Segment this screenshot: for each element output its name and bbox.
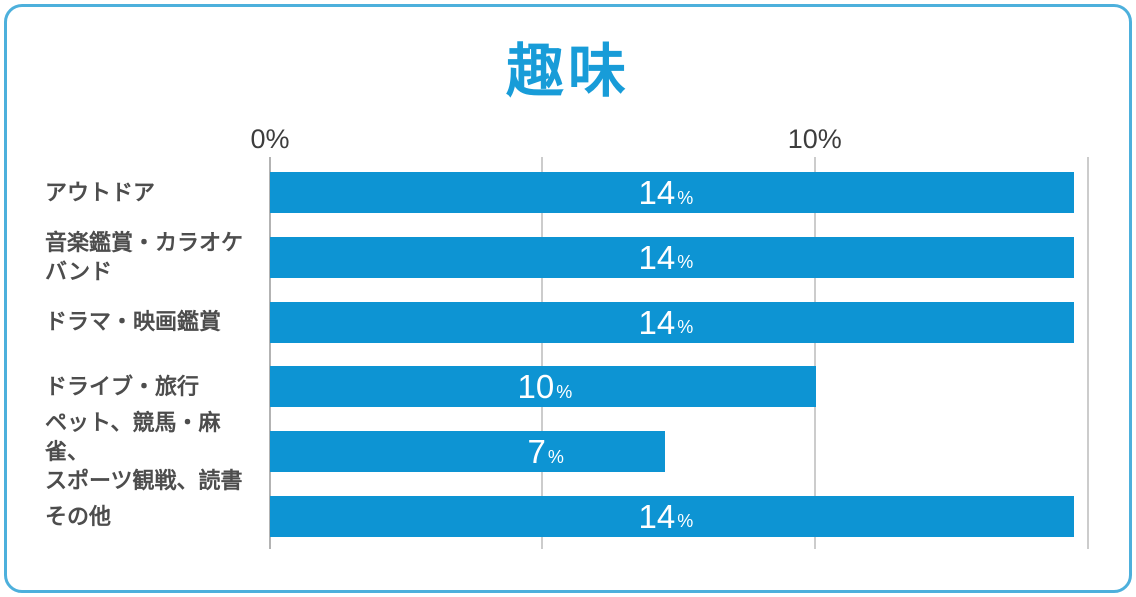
- value-number: 14: [638, 303, 676, 341]
- value-label: 7%: [527, 431, 563, 472]
- bar-area: 14%: [270, 225, 1088, 290]
- category-label: 音楽鑑賞・カラオケ バンド: [45, 230, 244, 285]
- value-number: 14: [638, 238, 676, 276]
- gridline: [813, 157, 816, 549]
- category-label: その他: [45, 503, 112, 529]
- gridline: [1087, 157, 1089, 549]
- value-percent-suffix: %: [677, 252, 694, 273]
- value-number: 14: [638, 174, 676, 211]
- value-number: 7: [527, 433, 546, 471]
- value-percent-suffix: %: [556, 381, 573, 402]
- bar: [270, 366, 816, 408]
- bar-area: 14%: [270, 290, 1088, 355]
- bar: [270, 495, 1075, 537]
- chart-row: アウトドア 14%: [0, 160, 1088, 225]
- value-percent-suffix: %: [547, 446, 564, 467]
- x-tick-label: 10%: [787, 124, 842, 154]
- x-tick-label: 0%: [250, 124, 290, 154]
- value-percent-suffix: %: [677, 511, 694, 532]
- card-border: [4, 4, 1132, 593]
- chart-rows: アウトドア 14% 音楽鑑賞・カラオケ バンド 14% ドラマ・映画鑑賞 14% ドライブ・…: [0, 160, 1088, 549]
- chart-row: その他 14%: [0, 484, 1088, 549]
- chart-title: 趣味: [505, 39, 630, 104]
- bar: [270, 301, 1075, 343]
- gridline: [541, 157, 544, 549]
- bar-area: 14%: [270, 484, 1088, 549]
- bar: [270, 236, 1075, 278]
- chart-row: ドラマ・映画鑑賞 14%: [0, 290, 1088, 355]
- value-label: 10%: [517, 366, 572, 407]
- bar-area: 14%: [270, 160, 1088, 225]
- category-label: ドライブ・旅行: [45, 374, 200, 400]
- bar-area: 7%: [270, 419, 1088, 484]
- gridlines: [269, 157, 1089, 549]
- value-number: 14: [638, 497, 676, 535]
- y-axis-line: [269, 157, 271, 549]
- bar: [270, 431, 666, 473]
- value-label: 14%: [639, 496, 694, 537]
- value-label: 14%: [639, 172, 694, 213]
- value-number: 10: [517, 368, 555, 406]
- value-label: 14%: [639, 302, 694, 343]
- x-axis-tick-labels: 0% 10%: [250, 124, 1088, 156]
- category-label: アウトドア: [45, 179, 156, 205]
- category-label: ドラマ・映画鑑賞: [45, 309, 222, 335]
- value-percent-suffix: %: [677, 317, 694, 338]
- bar: [270, 172, 1075, 213]
- chart-row: ペット、競馬・麻雀、 スポーツ観戦、読書 7%: [0, 410, 1088, 494]
- chart-row: 音楽鑑賞・カラオケ バンド 14%: [0, 225, 1088, 290]
- value-label: 14%: [639, 237, 694, 278]
- bar-area: 10%: [270, 354, 1088, 419]
- value-percent-suffix: %: [677, 187, 694, 208]
- category-label: ペット、競馬・麻雀、 スポーツ観戦、読書: [45, 410, 243, 494]
- chart-row: ドライブ・旅行 10%: [0, 354, 1088, 419]
